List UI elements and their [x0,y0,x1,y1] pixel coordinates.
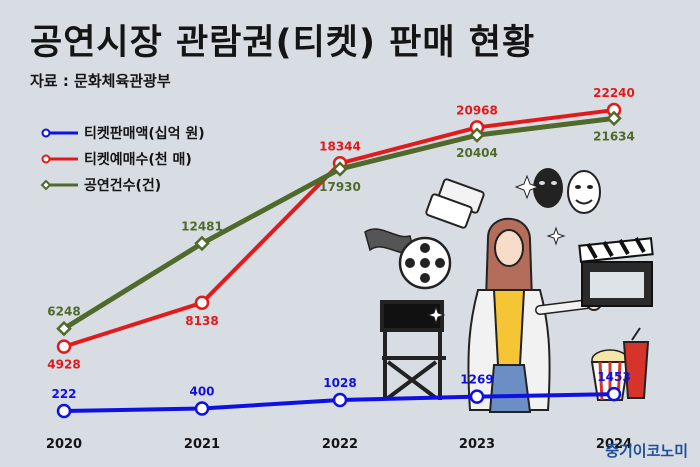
legend-item-tickets: 티켓예매수(천 매) [40,146,205,172]
chart-title: 공연시장 관람권(티켓) 판매 현황 [30,23,536,63]
watermark-logo: 중기이코노미 [605,442,688,460]
data-label-tickets: 20968 [456,103,498,117]
x-tick-label: 2021 [184,437,220,452]
legend-item-sales: 티켓판매액(십억 원) [40,120,205,146]
x-tick-label: 2024 [596,437,632,452]
data-point-sales [332,392,348,408]
legend-label-tickets: 티켓예매수(천 매) [84,152,192,168]
data-point-performances [332,161,348,177]
data-label-performances: 17930 [319,180,361,194]
data-label-performances: 20404 [456,146,498,160]
data-point-sales [56,403,72,419]
x-tick-label: 2022 [322,437,358,452]
data-label-tickets: 8138 [185,314,218,328]
data-point-performances [56,320,72,337]
tickets-icon [425,178,485,229]
data-label-tickets: 18344 [319,139,361,153]
source-label: 자료 : 문화체육관광부 [30,72,171,90]
legend-swatch-sales [41,128,78,138]
legend: 티켓판매액(십억 원) 티켓예매수(천 매) 공연건수(건) [40,120,205,198]
x-tick-label: 2020 [46,437,82,452]
data-label-sales: 400 [189,385,214,399]
data-point-sales [469,389,485,404]
data-label-sales: 1269 [460,373,493,387]
legend-label-sales: 티켓판매액(십억 원) [84,126,205,142]
data-point-tickets [56,339,72,354]
data-point-tickets [194,295,210,311]
data-label-performances: 6248 [47,305,80,319]
film-reel-icon [364,228,452,290]
data-label-sales: 222 [51,387,76,401]
data-label-tickets: 4928 [47,358,80,372]
data-point-performances [194,235,210,252]
data-label-performances: 21634 [593,129,635,143]
series-layer: 222 400 1028 1269 1453 4928 8138 18344 20968 2224… [47,86,635,419]
legend-swatch-tickets [41,154,78,164]
data-label-tickets: 22240 [593,86,635,100]
x-axis: 2020 2021 2022 2023 2024 [46,437,632,452]
data-point-performances [469,127,485,143]
legend-item-performances: 공연건수(건) [40,172,205,198]
theater-masks-icon [533,168,601,214]
data-label-sales: 1028 [323,376,356,390]
soft-drink-icon [622,327,650,399]
data-label-performances: 12481 [181,219,223,233]
data-point-sales [194,401,210,416]
clapperboard-icon [578,237,654,307]
legend-label-performances: 공연건수(건) [84,178,162,194]
data-point-sales [606,386,622,402]
data-label-sales: 1453 [597,370,630,384]
series-sales: 222 400 1028 1269 1453 [51,370,631,419]
legend-swatch-performances [40,179,78,191]
sparkle-icon [426,174,566,325]
x-tick-label: 2023 [459,437,495,452]
data-point-performances [606,110,622,127]
series-performances: 6248 12481 17930 20404 21634 [47,110,635,337]
